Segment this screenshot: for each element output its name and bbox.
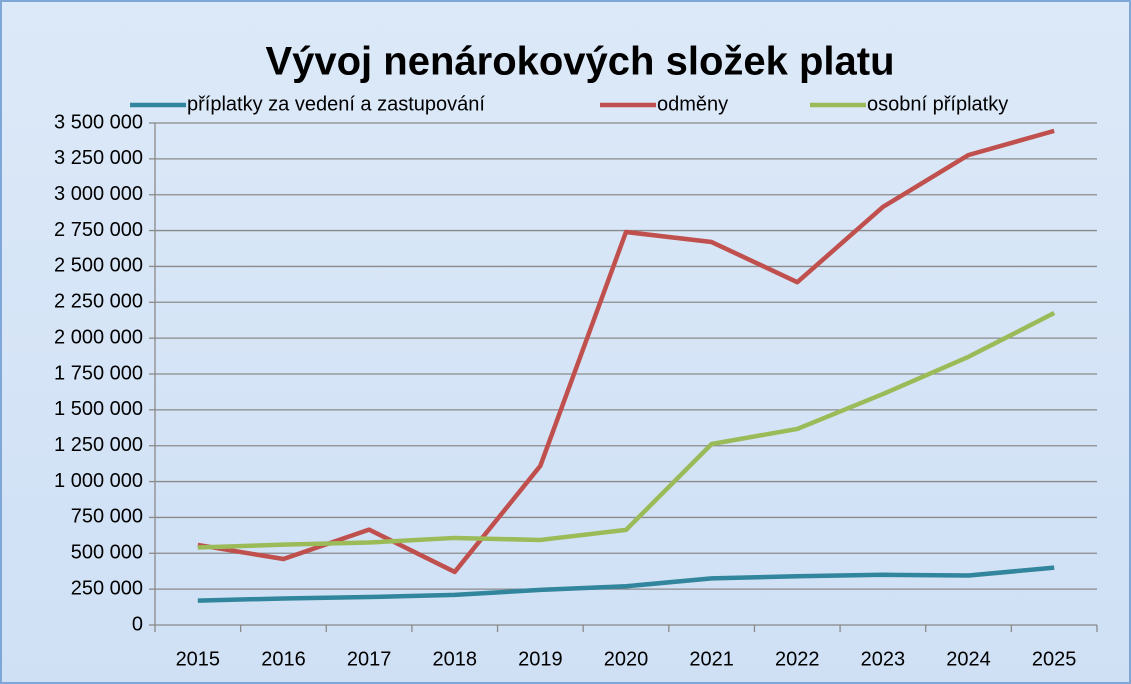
data-line: [197, 565, 1055, 603]
x-tick-label: 2025: [1032, 648, 1077, 670]
y-tick-label: 1 500 000: [54, 398, 143, 420]
y-tick-label: 2 000 000: [54, 326, 143, 348]
x-tick-label: 2021: [689, 648, 734, 670]
chart-title: Vývoj nenárokových složek platu: [265, 40, 894, 84]
y-tick-label: 3 250 000: [54, 147, 143, 169]
legend-label: příplatky za vedení a zastupování: [187, 93, 485, 115]
x-tick-label: 2017: [347, 648, 392, 670]
y-tick-label: 3 000 000: [54, 183, 143, 205]
y-tick-label: 3 500 000: [54, 111, 143, 133]
x-tick-label: 2024: [946, 648, 991, 670]
x-tick-label: 2022: [775, 648, 820, 670]
x-tick-label: 2020: [604, 648, 649, 670]
x-tick-label: 2015: [176, 648, 221, 670]
y-tick-label: 1 250 000: [54, 434, 143, 456]
x-tick-label: 2016: [261, 648, 306, 670]
y-tick-label: 750 000: [71, 506, 143, 528]
data-line: [197, 128, 1055, 575]
y-tick-label: 2 250 000: [54, 291, 143, 313]
y-tick-label: 2 750 000: [54, 219, 143, 241]
x-tick-label: 2019: [518, 648, 563, 670]
legend-label: osobní příplatky: [867, 93, 1008, 115]
data-line: [197, 311, 1056, 550]
x-tick-label: 2018: [432, 648, 477, 670]
x-tick-label: 2023: [861, 648, 906, 670]
y-tick-label: 2 500 000: [54, 255, 143, 277]
legend-label: odměny: [657, 93, 728, 115]
y-tick-label: 250 000: [71, 577, 143, 599]
y-tick-label: 1 000 000: [54, 470, 143, 492]
y-tick-label: 500 000: [71, 542, 143, 564]
y-tick-label: 1 750 000: [54, 362, 143, 384]
y-tick-label: 0: [132, 613, 143, 635]
